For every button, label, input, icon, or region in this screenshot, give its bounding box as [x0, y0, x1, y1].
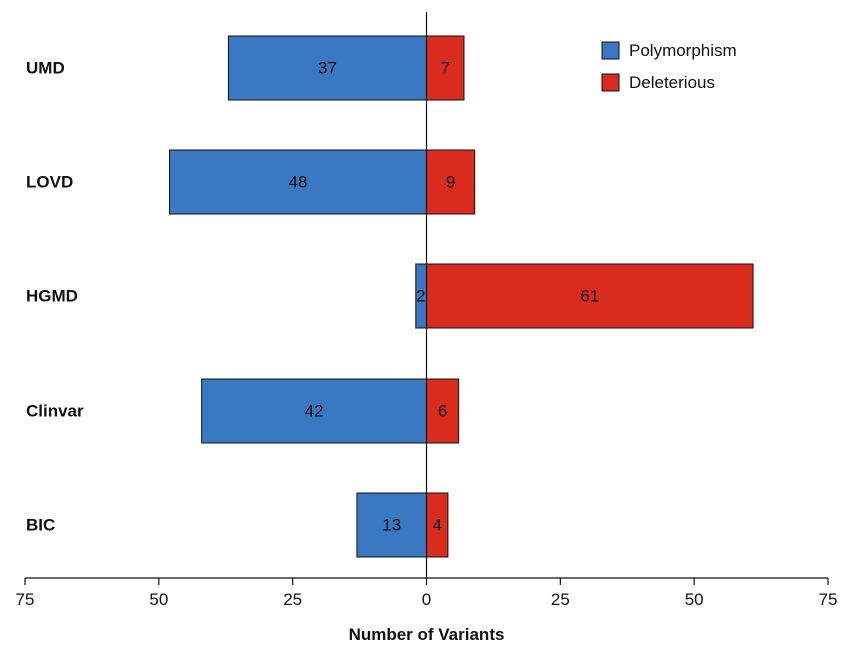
legend: Polymorphism Deleterious [601, 41, 737, 92]
category-label-umd: UMD [26, 59, 65, 78]
bar-polymorphism-bic [356, 492, 428, 558]
legend-swatch-polymorphism [601, 41, 620, 60]
data-label-polymorphism-bic: 13 [382, 516, 401, 535]
x-tick-label: 25 [283, 590, 302, 609]
category-label-bic: BIC [26, 516, 55, 535]
x-tick-label: 75 [819, 590, 838, 609]
x-tick-label: 75 [16, 590, 35, 609]
category-labels: UMD LOVD HGMD Clinvar BIC [26, 59, 84, 535]
data-label-polymorphism-umd: 37 [318, 59, 337, 78]
data-label-deleterious-hgmd: 61 [580, 287, 599, 306]
bar-deleterious-hgmd [426, 263, 754, 329]
bar-deleterious-clinvar [426, 378, 460, 444]
bar-polymorphism-clinvar [201, 378, 427, 444]
x-tick-label: 50 [149, 590, 168, 609]
data-label-polymorphism-lovd: 48 [289, 173, 308, 192]
x-tick-label: 0 [422, 590, 431, 609]
bar-labels: 37 7 48 9 2 61 42 6 13 4 [289, 59, 600, 535]
x-tick-label: 25 [551, 590, 570, 609]
data-label-polymorphism-hgmd: 2 [416, 287, 425, 306]
data-label-deleterious-lovd: 9 [446, 173, 455, 192]
data-label-deleterious-umd: 7 [441, 59, 450, 78]
bar-deleterious-lovd [426, 149, 476, 215]
x-axis-title: Number of Variants [349, 625, 505, 644]
legend-label-deleterious: Deleterious [629, 73, 715, 92]
category-label-lovd: LOVD [26, 173, 73, 192]
data-label-polymorphism-clinvar: 42 [305, 402, 324, 421]
bar-deleterious-umd [426, 35, 465, 101]
category-label-hgmd: HGMD [26, 287, 78, 306]
bar-polymorphism-lovd [169, 149, 427, 215]
x-axis: 75 50 25 0 25 50 75 [16, 577, 838, 609]
bars [169, 35, 754, 558]
x-tick-label: 50 [685, 590, 704, 609]
category-label-clinvar: Clinvar [26, 402, 84, 421]
bar-polymorphism-umd [227, 35, 427, 101]
data-label-deleterious-bic: 4 [432, 516, 441, 535]
legend-swatch-deleterious [601, 73, 620, 92]
legend-label-polymorphism: Polymorphism [629, 41, 737, 60]
data-label-deleterious-clinvar: 6 [438, 402, 447, 421]
